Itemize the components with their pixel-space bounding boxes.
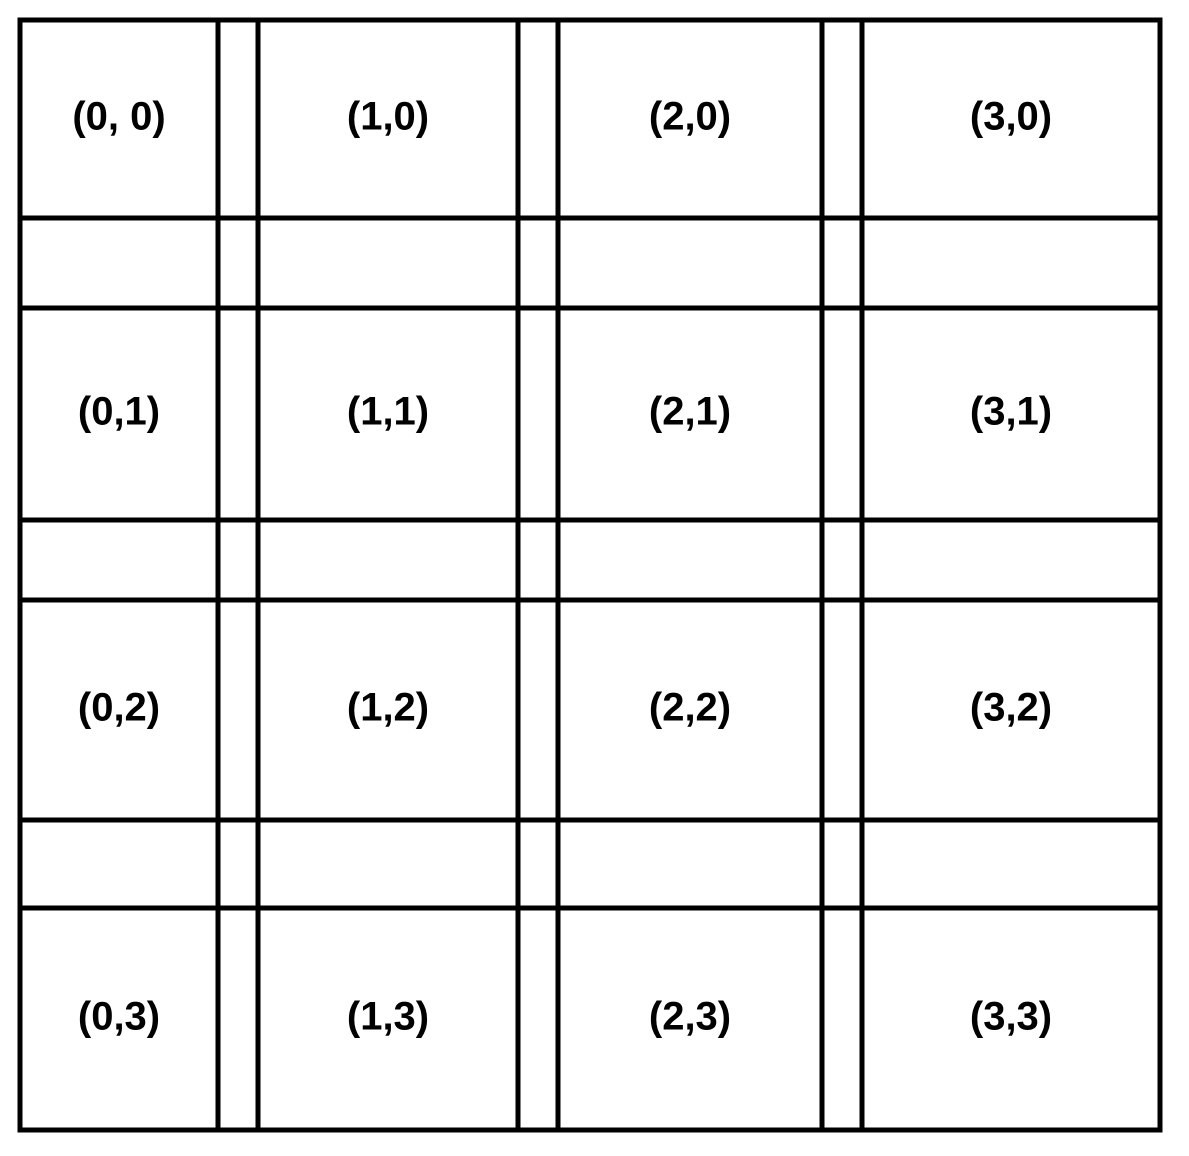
cell-label-3-0: (3,0) xyxy=(970,95,1052,139)
cell-label-0-0: (0, 0) xyxy=(72,95,165,139)
cell-label-1-1: (1,1) xyxy=(347,390,429,434)
cell-label-2-3: (2,3) xyxy=(649,995,731,1039)
cell-label-1-3: (1,3) xyxy=(347,995,429,1039)
cell-label-0-3: (0,3) xyxy=(78,995,160,1039)
cell-label-0-1: (0,1) xyxy=(78,390,160,434)
cell-label-0-2: (0,2) xyxy=(78,686,160,730)
cell-label-1-0: (1,0) xyxy=(347,95,429,139)
cell-label-1-2: (1,2) xyxy=(347,686,429,730)
cell-label-3-1: (3,1) xyxy=(970,390,1052,434)
cell-label-2-1: (2,1) xyxy=(649,390,731,434)
cell-label-3-3: (3,3) xyxy=(970,995,1052,1039)
coordinate-grid-diagram: (0, 0) (1,0) (2,0) (3,0) (0,1) (1,1) (2,1) (3,1… xyxy=(0,0,1189,1156)
cell-label-3-2: (3,2) xyxy=(970,686,1052,730)
cell-label-2-2: (2,2) xyxy=(649,686,731,730)
cell-label-2-0: (2,0) xyxy=(649,95,731,139)
diagram-background xyxy=(0,0,1189,1156)
